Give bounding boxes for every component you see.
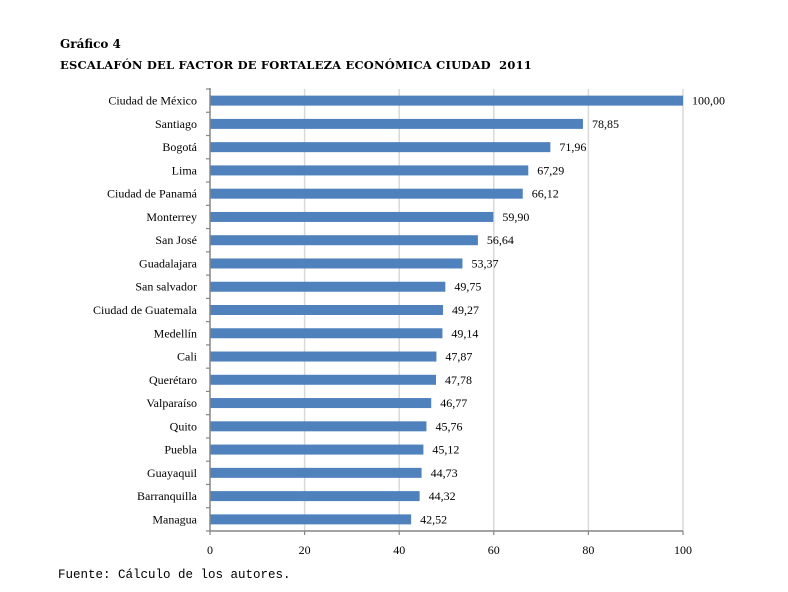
category-label: Lima <box>172 163 198 177</box>
data-label: 42,52 <box>420 512 447 526</box>
data-label: 47,87 <box>445 350 472 364</box>
data-label: 49,27 <box>452 303 479 317</box>
labels: Ciudad de México 100,00 Santiago 78,85 Bogot… <box>93 94 725 557</box>
data-label: 56,64 <box>487 233 514 247</box>
bar <box>210 258 463 269</box>
data-label: 67,29 <box>537 163 564 177</box>
figure-number: Gráfico 4 <box>60 37 121 51</box>
bar <box>210 421 427 432</box>
data-label: 100,00 <box>692 94 725 108</box>
category-label: Guayaquil <box>147 466 198 480</box>
x-tick-label: 60 <box>488 543 500 557</box>
bar <box>210 188 523 199</box>
bar <box>210 514 412 525</box>
bar <box>210 374 436 385</box>
data-label: 49,14 <box>451 326 478 340</box>
data-label: 44,73 <box>431 466 458 480</box>
chart-title: ESCALAFÓN DEL FACTOR DE FORTALEZA ECONÓM… <box>60 58 532 72</box>
category-label: Managua <box>152 512 197 526</box>
bars <box>210 95 683 525</box>
bar <box>210 211 494 222</box>
bar <box>210 165 529 176</box>
data-label: 49,75 <box>454 280 481 294</box>
category-label: Puebla <box>164 443 197 457</box>
category-label: Santiago <box>155 117 197 131</box>
category-label: Barranquilla <box>137 489 198 503</box>
data-label: 47,78 <box>445 373 472 387</box>
bar <box>210 142 551 153</box>
x-tick-label: 0 <box>207 543 213 557</box>
category-label: Valparaíso <box>146 396 197 410</box>
bar <box>210 235 478 246</box>
category-label: Bogotá <box>162 140 197 154</box>
bar <box>210 444 424 455</box>
category-label: Medellín <box>154 326 197 340</box>
bar <box>210 281 446 292</box>
data-label: 66,12 <box>532 187 559 201</box>
category-label: San José <box>155 233 197 247</box>
data-label: 78,85 <box>592 117 619 131</box>
category-label: Querétaro <box>149 373 197 387</box>
data-label: 44,32 <box>429 489 456 503</box>
bar <box>210 305 444 315</box>
bar <box>210 328 443 339</box>
category-label: San salvador <box>135 280 197 294</box>
data-label: 45,12 <box>432 443 459 457</box>
category-label: Guadalajara <box>139 256 198 270</box>
category-label: Quito <box>170 419 197 433</box>
category-label: Monterrey <box>146 210 197 224</box>
source-note: Fuente: Cálculo de los autores. <box>58 568 291 582</box>
x-tick-label: 100 <box>674 543 692 557</box>
category-label: Ciudad de Panamá <box>107 187 198 201</box>
category-label: Ciudad de México <box>108 94 197 108</box>
bar <box>210 398 432 409</box>
x-tick-label: 20 <box>299 543 311 557</box>
data-label: 45,76 <box>435 419 462 433</box>
axes <box>206 88 684 535</box>
x-tick-label: 40 <box>393 543 405 557</box>
data-label: 59,90 <box>502 210 529 224</box>
bar <box>210 95 683 106</box>
data-label: 46,77 <box>440 396 467 410</box>
bar <box>210 467 422 478</box>
category-label: Cali <box>177 350 198 364</box>
category-label: Ciudad de Guatemala <box>93 303 198 317</box>
x-tick-label: 80 <box>582 543 594 557</box>
bar <box>210 118 583 129</box>
data-label: 53,37 <box>471 256 498 270</box>
data-label: 71,96 <box>559 140 586 154</box>
bar <box>210 491 420 502</box>
bar <box>210 351 437 362</box>
